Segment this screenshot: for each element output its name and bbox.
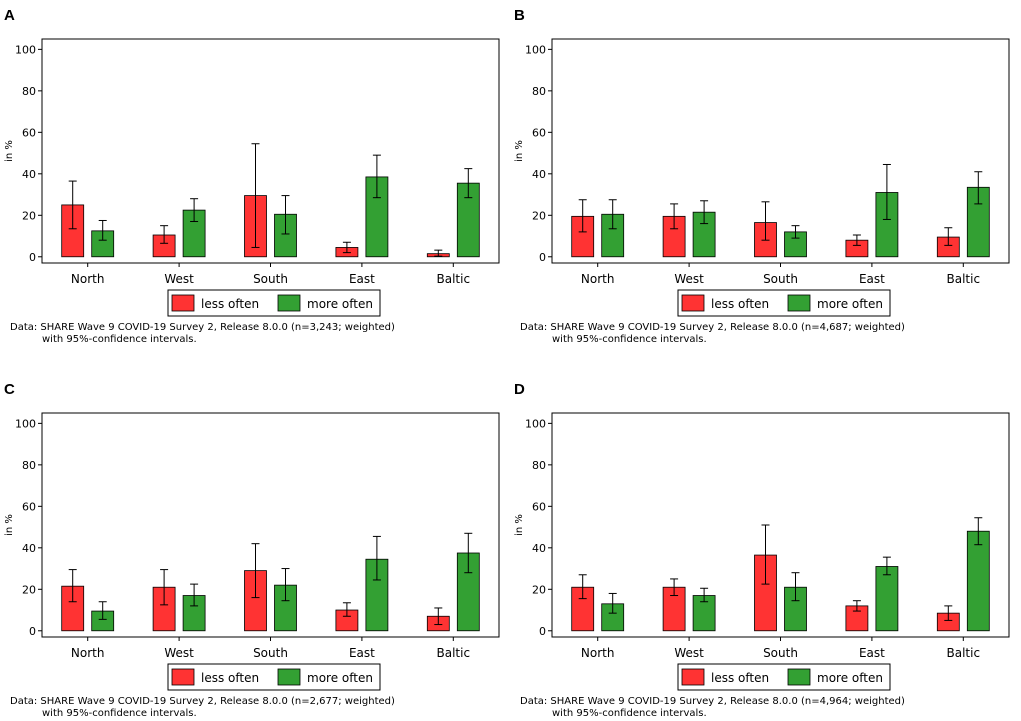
- legend-label: more often: [307, 297, 373, 311]
- source-note-ci: with 95%-confidence intervals.: [42, 708, 197, 719]
- panel-letter: D: [514, 381, 525, 398]
- legend-swatch-more-often: [277, 294, 301, 312]
- y-tick-label: 80: [22, 459, 36, 472]
- y-tick-label: 100: [15, 417, 36, 430]
- source-note: Data: SHARE Wave 9 COVID-19 Survey 2, Re…: [520, 696, 905, 707]
- x-tick-label: Baltic: [437, 272, 471, 286]
- legend: less often more often: [677, 289, 891, 317]
- x-tick-label: West: [164, 646, 194, 660]
- legend-swatch-less-often: [681, 294, 705, 312]
- x-tick-label: West: [164, 272, 194, 286]
- y-axis-label: in %: [514, 514, 525, 536]
- y-tick-label: 0: [29, 251, 36, 264]
- panel-letter: A: [4, 7, 15, 24]
- y-tick-label: 80: [532, 85, 546, 98]
- legend-box: [167, 663, 381, 691]
- source-note-ci: with 95%-confidence intervals.: [42, 334, 197, 345]
- y-tick-label: 40: [532, 168, 546, 181]
- panel-a: A 0 20 40 60 80 100 in % North West South East Balti…: [4, 7, 500, 345]
- plot-area: [41, 38, 500, 264]
- y-tick-label: 80: [532, 459, 546, 472]
- legend-swatch-more-often: [787, 294, 811, 312]
- x-tick-label: West: [674, 272, 704, 286]
- plot-area: [41, 412, 500, 638]
- y-tick-label: 40: [22, 542, 36, 555]
- y-tick-label: 20: [22, 209, 36, 222]
- legend-label: less often: [201, 671, 259, 685]
- x-tick-label: South: [253, 646, 288, 660]
- y-tick-label: 60: [22, 500, 36, 513]
- legend-label: more often: [817, 671, 883, 685]
- panel-letter: B: [514, 7, 525, 24]
- bar-more-often-baltic: [966, 530, 990, 632]
- x-tick-label: South: [253, 272, 288, 286]
- legend-label: more often: [307, 671, 373, 685]
- panel-b: B 0 20 40 60 80 100 in % North West South East Balti…: [514, 7, 1010, 345]
- y-tick-label: 60: [22, 126, 36, 139]
- x-tick-label: East: [859, 646, 885, 660]
- bar-more-often-east: [875, 566, 899, 632]
- x-tick-label: Baltic: [947, 272, 981, 286]
- legend-label: less often: [201, 297, 259, 311]
- panel-c: C 0 20 40 60 80 100 in % North West South East Balti…: [4, 381, 500, 719]
- y-tick-label: 40: [532, 542, 546, 555]
- y-tick-label: 0: [539, 251, 546, 264]
- x-tick-label: North: [71, 646, 105, 660]
- y-tick-label: 100: [15, 43, 36, 56]
- y-tick-label: 20: [532, 583, 546, 596]
- y-tick-label: 20: [22, 583, 36, 596]
- y-axis-label: in %: [4, 140, 15, 162]
- plot-area: [551, 412, 1010, 638]
- y-tick-label: 20: [532, 209, 546, 222]
- x-tick-label: South: [763, 646, 798, 660]
- x-tick-label: North: [581, 272, 615, 286]
- x-tick-label: North: [71, 272, 105, 286]
- legend-box: [677, 663, 891, 691]
- source-note-ci: with 95%-confidence intervals.: [552, 334, 707, 345]
- legend-label: less often: [711, 297, 769, 311]
- legend-swatch-less-often: [681, 668, 705, 686]
- x-tick-label: Baltic: [437, 646, 471, 660]
- legend: less often more often: [167, 663, 381, 691]
- legend-swatch-less-often: [171, 668, 195, 686]
- y-tick-label: 100: [525, 43, 546, 56]
- x-tick-label: East: [349, 646, 375, 660]
- y-tick-label: 40: [22, 168, 36, 181]
- source-note: Data: SHARE Wave 9 COVID-19 Survey 2, Re…: [520, 322, 905, 333]
- legend-swatch-less-often: [171, 294, 195, 312]
- x-tick-label: West: [674, 646, 704, 660]
- y-axis-label: in %: [514, 140, 525, 162]
- legend: less often more often: [167, 289, 381, 317]
- x-tick-label: East: [349, 272, 375, 286]
- panel-letter: C: [4, 381, 15, 398]
- x-tick-label: East: [859, 272, 885, 286]
- x-tick-label: South: [763, 272, 798, 286]
- y-tick-label: 60: [532, 500, 546, 513]
- legend-label: more often: [817, 297, 883, 311]
- legend-swatch-more-often: [787, 668, 811, 686]
- x-tick-label: North: [581, 646, 615, 660]
- y-tick-label: 80: [22, 85, 36, 98]
- source-note-ci: with 95%-confidence intervals.: [552, 708, 707, 719]
- y-tick-label: 0: [29, 625, 36, 638]
- y-tick-label: 100: [525, 417, 546, 430]
- y-axis-label: in %: [4, 514, 15, 536]
- x-tick-label: Baltic: [947, 646, 981, 660]
- panel-d: D 0 20 40 60 80 100 in % North West South East Balti…: [514, 381, 1010, 719]
- y-tick-label: 0: [539, 625, 546, 638]
- legend-label: less often: [711, 671, 769, 685]
- source-note: Data: SHARE Wave 9 COVID-19 Survey 2, Re…: [10, 322, 395, 333]
- y-tick-label: 60: [532, 126, 546, 139]
- legend-box: [167, 289, 381, 317]
- legend-swatch-more-often: [277, 668, 301, 686]
- source-note: Data: SHARE Wave 9 COVID-19 Survey 2, Re…: [10, 696, 395, 707]
- legend: less often more often: [677, 663, 891, 691]
- legend-box: [677, 289, 891, 317]
